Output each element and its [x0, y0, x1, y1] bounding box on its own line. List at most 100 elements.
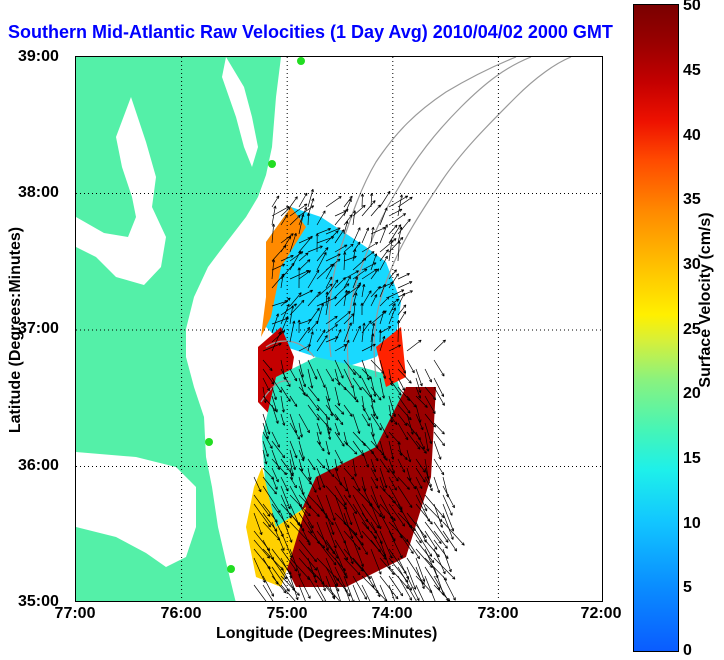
velocity-vector — [379, 224, 388, 244]
velocity-vector — [388, 530, 403, 559]
colorbar-tick: 25 — [683, 321, 701, 338]
velocity-vector — [298, 213, 305, 235]
velocity-vector — [334, 386, 341, 407]
velocity-vector — [361, 200, 376, 217]
velocity-vector — [361, 242, 379, 253]
velocity-vector — [343, 359, 356, 376]
velocity-vector — [316, 440, 325, 452]
velocity-vector — [343, 284, 361, 298]
velocity-vector — [388, 575, 404, 597]
velocity-vector — [406, 521, 422, 544]
velocity-vector — [280, 512, 293, 543]
velocity-vector — [262, 413, 271, 435]
velocity-vector — [298, 512, 313, 534]
map-title: Southern Mid-Atlantic Raw Velocities (1 … — [8, 22, 613, 42]
velocity-vector — [379, 190, 391, 208]
velocity-vector — [352, 368, 362, 379]
colorbar-tick: 45 — [683, 62, 701, 79]
velocity-vector — [424, 368, 432, 383]
colorbar-tick: 10 — [683, 515, 701, 532]
velocity-vector — [406, 467, 412, 481]
velocity-vector — [352, 458, 357, 477]
velocity-vector — [397, 281, 413, 289]
velocity-vector — [280, 303, 297, 316]
colorbar-tick: 5 — [683, 579, 692, 596]
velocity-vector — [334, 539, 349, 561]
velocity-vector — [343, 512, 354, 539]
velocity-vector — [360, 193, 364, 208]
velocity-vector — [442, 530, 458, 552]
velocity-vector — [298, 386, 309, 397]
velocity-vector — [298, 449, 305, 462]
colorbar-tick: 30 — [683, 256, 701, 273]
velocity-vector — [253, 512, 263, 536]
velocity-vector — [289, 203, 308, 217]
velocity-vector — [379, 207, 388, 226]
velocity-vector — [397, 575, 413, 601]
velocity-vector — [298, 521, 311, 546]
velocity-vector — [370, 584, 388, 601]
velocity-vector — [334, 311, 351, 325]
velocity-vector — [334, 476, 348, 492]
velocity-vector — [361, 386, 376, 403]
colorbar-tick: 35 — [683, 191, 701, 208]
velocity-vector — [397, 449, 408, 461]
velocity-vector — [379, 422, 389, 439]
velocity-vector — [442, 485, 455, 509]
velocity-vector — [316, 247, 329, 262]
velocity-vector — [352, 386, 357, 400]
velocity-vector — [388, 395, 396, 418]
velocity-vector — [325, 440, 331, 456]
velocity-vector — [307, 557, 318, 584]
velocity-vector — [379, 359, 387, 380]
velocity-vector — [325, 422, 332, 440]
velocity-vector — [352, 282, 361, 298]
velocity-vector — [433, 476, 441, 494]
velocity-vector — [415, 485, 428, 512]
velocity-vector — [307, 386, 320, 402]
velocity-vector — [298, 252, 309, 262]
velocity-vector — [289, 305, 294, 325]
velocity-vector — [397, 404, 412, 421]
velocity-vector — [289, 575, 299, 601]
velocity-vector — [316, 503, 334, 526]
velocity-vector — [298, 289, 313, 298]
colorbar-tick: 20 — [683, 385, 701, 402]
velocity-vector — [370, 294, 378, 307]
y-tick-label: 39:00 — [18, 48, 59, 65]
velocity-vector — [415, 566, 425, 590]
velocity-vector — [325, 512, 335, 535]
velocity-vector — [370, 503, 382, 530]
velocity-vector — [361, 449, 369, 468]
velocity-vector — [397, 476, 410, 490]
velocity-vector — [397, 194, 403, 217]
velocity-vector — [325, 195, 342, 208]
velocity-vector — [361, 413, 370, 427]
velocity-vector — [289, 214, 301, 226]
velocity-vector — [397, 368, 412, 384]
velocity-vector — [406, 512, 427, 539]
velocity-vector — [298, 270, 312, 280]
velocity-vector — [280, 485, 291, 510]
velocity-vector — [415, 539, 435, 564]
velocity-vector — [325, 521, 337, 549]
velocity-vector — [298, 458, 304, 472]
velocity-vector — [379, 584, 388, 601]
velocity-vector — [289, 232, 297, 253]
velocity-vector — [397, 304, 407, 316]
velocity-vector — [379, 249, 389, 262]
velocity-vector — [424, 422, 433, 445]
velocity-vector — [370, 413, 382, 431]
velocity-vector — [370, 458, 377, 473]
velocity-vector — [253, 584, 267, 601]
velocity-vector — [388, 584, 396, 601]
velocity-vector — [361, 584, 371, 601]
velocity-vector — [343, 557, 361, 576]
colorbar-tick: 15 — [683, 450, 701, 467]
velocity-vector — [424, 395, 436, 415]
x-tick-label: 73:00 — [477, 605, 519, 622]
velocity-vector — [442, 512, 454, 540]
velocity-vector — [253, 494, 271, 517]
velocity-vector — [343, 220, 349, 235]
velocity-vector — [307, 331, 314, 352]
